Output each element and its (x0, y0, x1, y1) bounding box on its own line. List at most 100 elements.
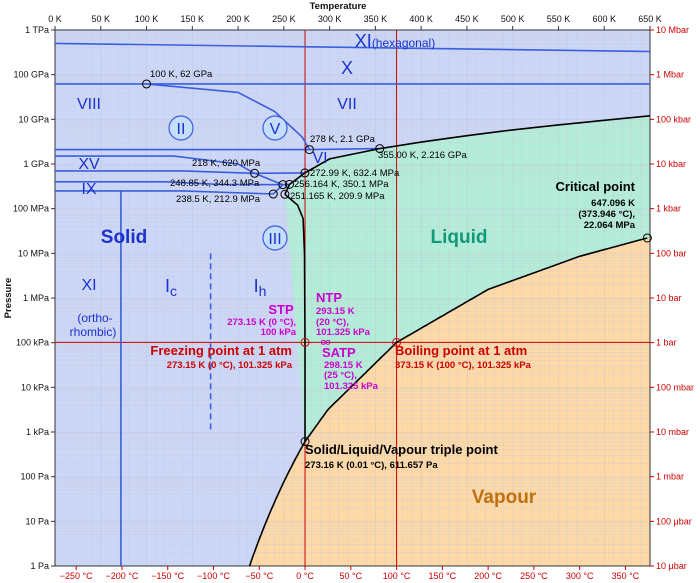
y-tick-label-left: 1 TPa (25, 25, 49, 35)
y-tick-label-right: 10 μbar (656, 561, 687, 571)
data-point (280, 189, 290, 199)
y-tick-label-right: 1 bar (656, 338, 677, 348)
ice-ii-ih-boundary (55, 181, 283, 186)
y-tick-label-right: 1 kbar (656, 204, 681, 214)
x-tick-label-bottom: 50 °C (339, 571, 362, 581)
y-tick-label-right: 100 μbar (656, 516, 692, 526)
x-tick-label-top: 150 K (181, 14, 205, 24)
y-tick-label-right: 10 mbar (656, 427, 689, 437)
ice-ix-boundary (55, 170, 255, 175)
x-tick-label-bottom: 350 °C (612, 571, 640, 581)
ice-phase-label: V (270, 121, 281, 138)
data-point (300, 337, 310, 347)
data-point (392, 337, 402, 347)
ice-viii-vii-boundary (146, 83, 311, 151)
ice-triple-point-label: 248.85 K, 344.3 MPa (170, 178, 260, 189)
ice-phase-label: III (268, 231, 281, 248)
ice-triple-point-label: 251.165 K, 209.9 MPa (290, 191, 385, 202)
ice-phase-label: XI(hexagonal) (355, 31, 435, 51)
critical-point-value: 22.064 MPa (584, 220, 636, 231)
ice-phase-label: X (341, 58, 353, 78)
ice-triple-point-label: 278 K, 2.1 GPa (310, 134, 376, 145)
y-tick-label-right: 100 kbar (656, 114, 691, 124)
x-tick-label-top: 550 K (547, 14, 571, 24)
triple-point-title: Solid/Liquid/Vapour triple point (305, 442, 498, 457)
ice-triple-point-label: 272.99 K, 632.4 MPa (310, 168, 400, 179)
y-tick-label-left: 10 MPa (18, 248, 49, 258)
x-tick-label-top: 600 K (592, 14, 616, 24)
x-tick-label-top: 100 K (135, 14, 159, 24)
y-tick-label-left: 10 kPa (21, 382, 49, 392)
ntp-value: 101.325 kPa (316, 327, 371, 338)
ice-vi-viii-boundary (55, 147, 380, 151)
ice-phase-label: IX (81, 181, 96, 198)
phase-boundary-1 (304, 237, 648, 442)
phase-label-solid: Solid (101, 227, 147, 248)
y-tick-label-left: 1 Pa (30, 561, 49, 571)
data-point (250, 168, 260, 178)
y-tick-label-left: 100 MPa (13, 204, 49, 214)
x-tick-label-bottom: −150 °C (151, 571, 184, 581)
ice-ii-v-boundary (254, 172, 284, 186)
x-tick-label-top: 500 K (501, 14, 525, 24)
satp-title: SATP (322, 345, 356, 360)
y-tick-label-right: 10 bar (656, 293, 682, 303)
ice-phase-label: XI (81, 277, 96, 294)
ice-triple-point-label: 100 K, 62 GPa (150, 69, 213, 80)
ntp-value: 293.15 K (316, 306, 355, 317)
data-point (284, 179, 294, 189)
y-tick-label-right: 100 mbar (656, 382, 694, 392)
ntp-value: (20 °C), (316, 317, 349, 328)
y-tick-label-right: 10 Mbar (656, 25, 689, 35)
x-tick-label-bottom: −250 °C (60, 571, 93, 581)
ice-phase-label: XV (78, 156, 100, 173)
phase-boundary-2 (284, 193, 306, 442)
triple-point-value: 273.16 K (0.01 °C), 611.657 Pa (305, 460, 438, 471)
critical-point-value: 647.096 K (591, 198, 635, 209)
ice-phase-label: rhombic) (70, 325, 117, 339)
phase-boundary-0 (248, 441, 306, 566)
critical-point-title: Critical point (556, 179, 636, 194)
ice-phase-label: VIII (77, 96, 101, 113)
satp-marker (325, 339, 331, 345)
x-tick-label-top: 450 K (455, 14, 479, 24)
x-tick-label-top: 0 K (48, 14, 62, 24)
x-tick-label-top: 350 K (364, 14, 388, 24)
ice-phase-label: VI (312, 150, 327, 167)
boiling-point-title: Boiling point at 1 atm (395, 343, 527, 358)
ice-phase-label: VII (337, 96, 357, 113)
data-point (642, 233, 652, 243)
stp-title: STP (268, 302, 294, 317)
y-tick-label-left: 1 kPa (26, 427, 49, 437)
y-tick-label-left: 100 GPa (13, 70, 49, 80)
ice-xv-vi-boundary (55, 155, 305, 175)
ntp-title: NTP (316, 290, 342, 305)
y-tick-label-right: 1 Mbar (656, 70, 684, 80)
x-tick-label-bottom: 200 °C (474, 571, 502, 581)
x-tick-label-bottom: −50 °C (245, 571, 273, 581)
x-tick-label-bottom: 0 °C (296, 571, 314, 581)
y-tick-label-left: 10 Pa (25, 516, 49, 526)
x-tick-label-bottom: 300 °C (566, 571, 594, 581)
satp-value: 101.325 kPa (324, 381, 379, 392)
data-point (300, 437, 310, 447)
critical-point-value: (373.946 °C), (578, 209, 635, 220)
x-tick-label-top: 200 K (226, 14, 250, 24)
ice-xi-x-boundary (55, 42, 650, 53)
ice-phase-label: II (177, 121, 186, 138)
ice-triple-point-label: 256.164 K, 350.1 MPa (294, 179, 389, 190)
y-tick-label-left: 10 GPa (18, 114, 49, 124)
y-tick-label-left: 100 Pa (20, 472, 49, 482)
x-tick-label-top: 250 K (272, 14, 296, 24)
stp-value: 100 kPa (261, 327, 297, 338)
x-axis-title: Temperature (310, 1, 367, 12)
data-point (300, 168, 310, 178)
boiling-point-value: 373.15 K (100 °C), 101.325 kPa (395, 360, 532, 371)
y-axis-title: Pressure (3, 278, 14, 319)
phase-label-liquid: Liquid (431, 227, 488, 248)
y-tick-label-right: 100 bar (656, 248, 687, 258)
ice-triple-point-label: 238.5 K, 212.9 MPa (176, 194, 261, 205)
data-point (142, 79, 152, 89)
satp-value: 298.15 K (324, 360, 363, 371)
